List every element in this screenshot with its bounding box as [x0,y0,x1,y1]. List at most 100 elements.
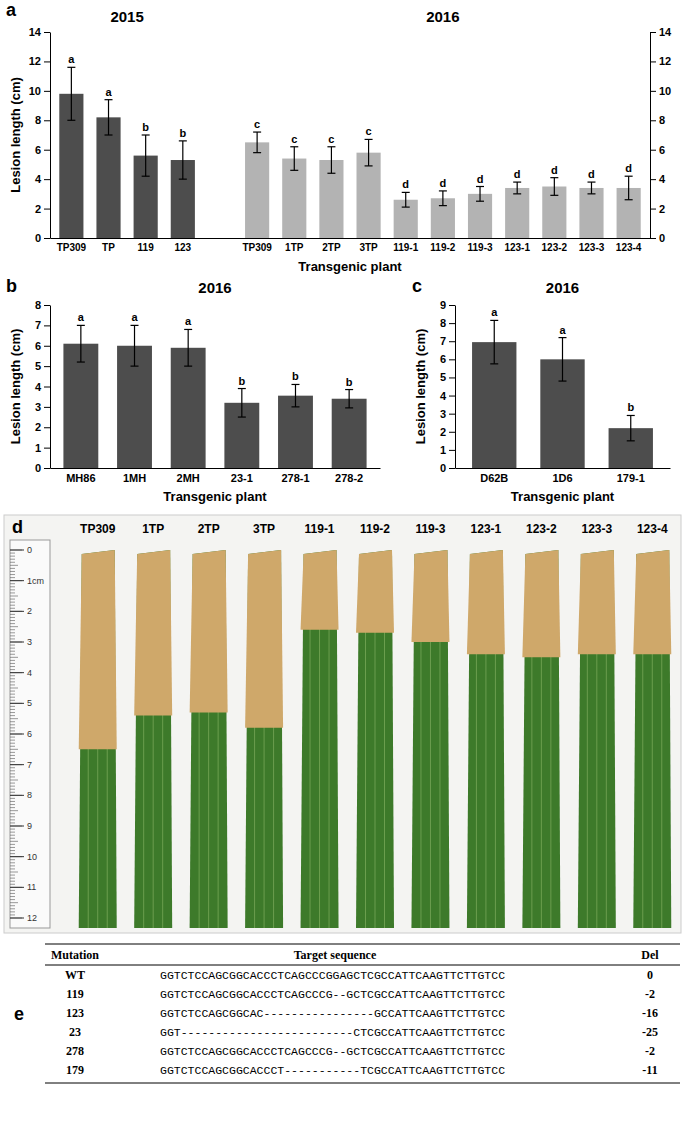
ruler-minor-tick [10,571,15,572]
tick-mark [650,209,656,210]
error-cap [184,366,192,367]
ruler-minor-tick [10,586,15,587]
ruler-minor-tick [10,715,15,716]
ruler-minor-tick [10,592,15,593]
tick: 5 [440,371,455,383]
significance-letter: c [328,133,334,145]
lesion [633,550,671,654]
error-stem [479,187,480,202]
tick-mark [44,346,50,347]
tick-label: 0 [659,232,665,244]
bar [63,344,98,468]
table-cell: 0 [647,968,653,982]
error-bar [131,325,139,366]
error-stem [562,338,563,381]
tick-mark [449,377,455,378]
error-cap [179,179,187,180]
tick: TP309 [242,238,272,253]
error-stem [494,320,495,363]
error-cap [625,199,633,200]
ruler-tick [10,826,24,827]
error-cap [77,361,85,362]
error-cap [439,190,447,191]
error-stem [188,329,189,366]
tick: 10 [650,85,671,97]
tick: 2MH [177,468,200,484]
error-cap [345,389,353,390]
bar [245,142,269,238]
significance-letter: a [185,315,192,327]
ruler-label: 2 [27,606,32,616]
leaf-label: 1TP [142,522,164,536]
tick: 2TP [322,238,341,253]
tick-mark [449,359,455,360]
tick-label: 7 [35,319,41,331]
tick-label: 1TP [285,242,304,253]
tick-label: 123-4 [616,242,642,253]
bar [505,188,529,238]
leaf-blade [522,550,560,928]
error-bar [627,415,635,440]
ruler-minor-tick [10,730,15,731]
tick-mark [650,238,656,239]
table-cell: -25 [642,1025,658,1039]
tick-label: 7 [440,335,446,347]
tick-label: 6 [440,353,446,365]
leaf-label: 123-1 [471,522,502,536]
error-cap [490,363,498,364]
leaf-label: 123-2 [526,522,557,536]
ruler-tick [10,642,24,643]
tick: 123-2 [542,238,568,253]
ruler-tick [10,887,24,888]
figure: aabb2015ccccddddddd201602468101214024681… [0,0,685,1125]
error-cap [402,192,410,193]
tick-label: 4 [35,381,42,393]
bar [278,396,313,468]
ruler-label: 4 [27,668,32,678]
x-axis-title: Transgenic plant [298,259,402,274]
ruler-minor-tick [10,813,15,814]
tick-label: 5 [35,360,41,372]
tick-label: 1MH [123,472,146,484]
tick: 1 [35,442,50,454]
ruler-label: 3 [27,637,32,647]
tick: TP [102,238,115,253]
panel-label: a [6,0,17,20]
table-rule [45,944,680,945]
table-cell: GGT-------------------------CTCGCCATTCAA… [160,1026,505,1039]
y-axis: 02468101214 [29,26,51,244]
error-cap [179,140,187,141]
tick-label: 4 [35,173,42,185]
error-cap [559,337,567,338]
axis-line [51,468,381,469]
ruler-minor-tick [10,706,15,707]
tick: 12 [650,55,671,67]
tick-mark [44,209,50,210]
significance-letter: d [402,178,409,190]
x-axis: D62B1D6179-1 [456,468,671,484]
lesion [356,550,394,633]
chart-b: aaabbb012345678MH861MH2MH23-1278-1278-2L… [6,276,381,504]
ruler-minor-tick [10,780,18,781]
error-cap [327,173,335,174]
tick: 1MH [123,468,146,484]
table-cell: -16 [642,1006,658,1020]
ruler-minor-tick [10,654,15,655]
annotations: aab [491,306,634,413]
ruler-minor-tick [10,749,18,750]
ruler-minor-tick [10,675,15,676]
error-cap [559,380,567,381]
significance-letter: a [131,311,138,323]
ruler-minor-tick [10,645,15,646]
ruler-minor-tick [10,632,15,633]
tick-mark [44,325,50,326]
ruler-minor-tick [10,822,15,823]
ruler-minor-tick [10,605,15,606]
error-stem [134,325,135,366]
leaf-blade [134,550,172,928]
leaf [633,550,671,928]
ruler [10,540,50,928]
ruler-minor-tick [10,773,15,774]
ruler-minor-tick [10,872,18,873]
error-cap [253,131,261,132]
